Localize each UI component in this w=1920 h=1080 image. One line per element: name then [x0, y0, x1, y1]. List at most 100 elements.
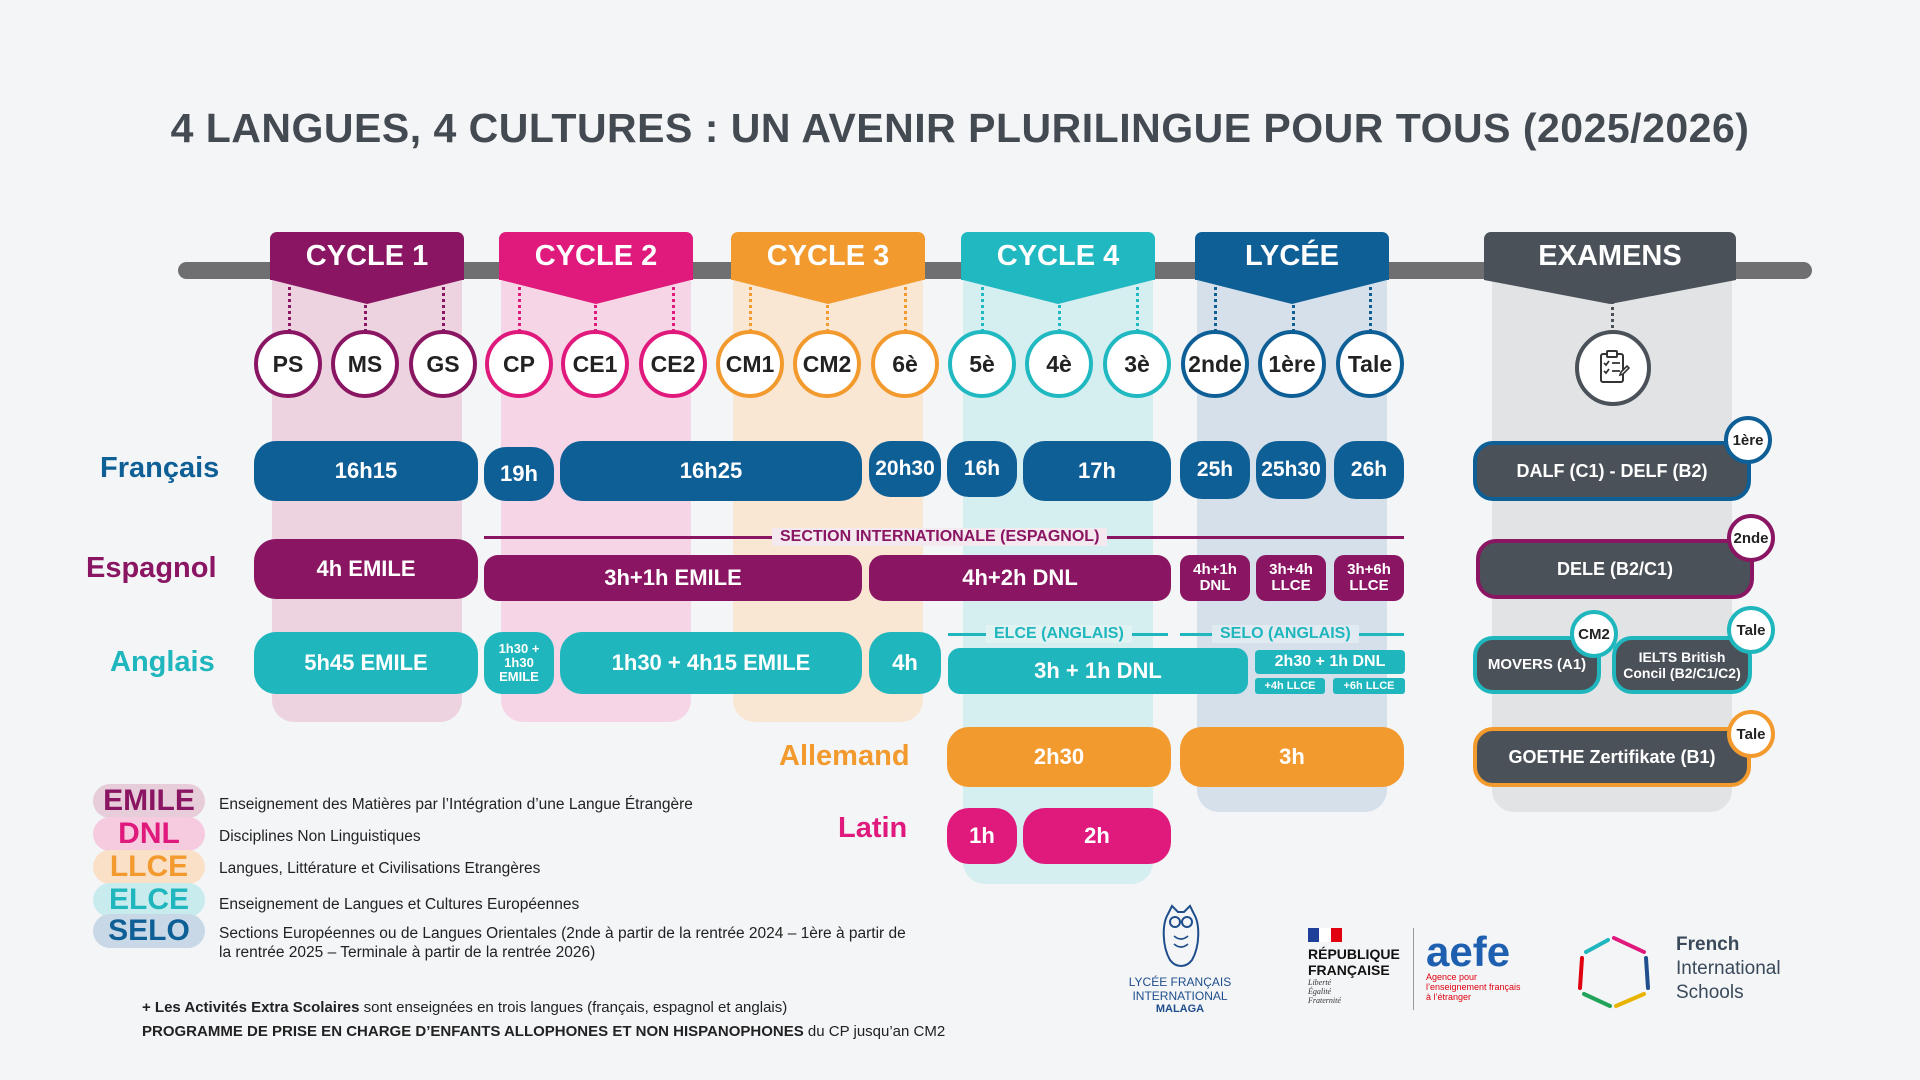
footer-line1-rest: sont enseignées en trois langues (frança…	[359, 999, 788, 1016]
exam-ielts: IELTS British Concil (B2/C1/C2)	[1612, 636, 1752, 694]
espagnol-2nde: 4h+1h DNL	[1180, 555, 1250, 601]
footer-line2: PROGRAMME DE PRISE EN CHARGE D’ENFANTS A…	[142, 1023, 945, 1040]
espagnol-2nde-type: DNL	[1199, 577, 1231, 594]
level-cm2: CM2	[793, 330, 861, 398]
cycle4-badge: CYCLE 4	[961, 232, 1155, 304]
footer-line1: + Les Activités Extra Scolaires sont ens…	[142, 999, 787, 1016]
connector	[288, 280, 291, 332]
anglais-cycle4: 3h + 1h DNL	[948, 648, 1248, 694]
espagnol-cycle2: 3h+1h EMILE	[484, 555, 862, 601]
allemand-lycee: 3h	[1180, 727, 1404, 787]
exam-tag-tale-goethe: Tale	[1727, 710, 1775, 758]
cycle2-label: CYCLE 2	[499, 232, 693, 280]
legend-key-emile: EMILE	[93, 784, 205, 818]
level-tale: Tale	[1336, 330, 1404, 398]
legend-key-dnl: DNL	[93, 817, 205, 851]
exam-dalf-delf: DALF (C1) - DELF (B2)	[1473, 441, 1751, 501]
logo-aefe: aefe Agence pour l’enseignement français…	[1426, 931, 1536, 1003]
anglais-cp-line1: 1h30 +	[498, 640, 540, 656]
legend-text-selo-line1: Sections Européennes ou de Langues Orien…	[219, 925, 906, 942]
connector	[1369, 280, 1372, 332]
footer-line2-bold: PROGRAMME DE PRISE EN CHARGE D’ENFANTS A…	[142, 1023, 804, 1040]
espagnol-6e-3e: 4h+2h DNL	[869, 555, 1171, 601]
latin-4e-3e: 2h	[1023, 808, 1171, 864]
connector	[981, 280, 984, 332]
examens-label: EXAMENS	[1484, 232, 1736, 280]
cycle3-badge: CYCLE 3	[731, 232, 925, 304]
level-5e: 5è	[948, 330, 1016, 398]
rf-line1: RÉPUBLIQUE	[1308, 946, 1400, 962]
legend-key-selo: SELO	[93, 914, 205, 948]
francais-2nde: 25h	[1180, 441, 1250, 499]
selo-label: SELO (ANGLAIS)	[1212, 625, 1359, 643]
connector	[826, 300, 829, 332]
level-4e: 4è	[1025, 330, 1093, 398]
legend-text-llce: Langues, Littérature et Civilisations Et…	[219, 860, 541, 877]
hexagon-logo-icon	[1578, 936, 1650, 1008]
cycle4-label: CYCLE 4	[961, 232, 1155, 280]
flag-icon	[1308, 928, 1342, 942]
rf-line5: Fraternité	[1308, 996, 1341, 1005]
label-latin: Latin	[838, 812, 908, 844]
level-ce2: CE2	[639, 330, 707, 398]
espagnol-cycle1: 4h EMILE	[254, 539, 478, 599]
anglais-6e: 4h	[869, 632, 941, 694]
francais-5e: 16h	[947, 441, 1017, 497]
legend-text-selo-line2: la rentrée 2025 – Terminale à partir de …	[219, 944, 596, 961]
exam-dele: DELE (B2/C1)	[1476, 539, 1754, 599]
label-francais: Français	[100, 452, 220, 484]
connector	[1214, 280, 1217, 332]
page-title: 4 LANGUES, 4 CULTURES : UN AVENIR PLURIL…	[170, 105, 1750, 151]
legend-text-emile: Enseignement des Matières par l’Intégrat…	[219, 796, 693, 813]
aefe-sub3: à l’étranger	[1426, 992, 1472, 1002]
connector	[442, 280, 445, 332]
legend-text-elce: Enseignement de Langues et Cultures Euro…	[219, 896, 580, 913]
anglais-cycle1: 5h45 EMILE	[254, 632, 478, 694]
francais-4e-3e: 17h	[1023, 441, 1171, 501]
rf-line3: Liberté	[1308, 978, 1332, 987]
anglais-cp: 1h30 + 1h30 EMILE	[484, 632, 554, 694]
level-cm1: CM1	[716, 330, 784, 398]
anglais-cp-line3: EMILE	[499, 669, 539, 685]
connector	[749, 280, 752, 332]
logo-french-international-schools: French International Schools	[1574, 932, 1794, 1012]
logo-lycee-francais-malaga: LYCÉE FRANÇAIS INTERNATIONAL MALAGA	[1120, 902, 1240, 1015]
level-1ere: 1ère	[1258, 330, 1326, 398]
francais-6e: 20h30	[869, 441, 941, 497]
exam-goethe: GOETHE Zertifikate (B1)	[1473, 727, 1751, 787]
level-2nde: 2nde	[1181, 330, 1249, 398]
exam-ielts-line2: Concil (B2/C1/C2)	[1623, 665, 1741, 681]
lfim-line2: INTERNATIONAL	[1132, 989, 1228, 1003]
examens-badge: EXAMENS	[1484, 232, 1736, 304]
clipboard-checklist-icon	[1600, 350, 1631, 383]
connector	[904, 280, 907, 332]
francais-cp: 19h	[484, 447, 554, 501]
level-ce1: CE1	[561, 330, 629, 398]
legend-key-elce: ELCE	[93, 883, 205, 917]
footer-line2-rest: du CP jusqu’an CM2	[803, 1023, 946, 1040]
espagnol-1ere-hours: 3h+4h	[1269, 560, 1313, 578]
anglais-ce1-cm2: 1h30 + 4h15 EMILE	[560, 632, 862, 694]
espagnol-2nde-hours: 4h+1h	[1193, 560, 1237, 578]
francais-1ere: 25h30	[1256, 441, 1326, 499]
legend-key-llce: LLCE	[93, 850, 205, 884]
francais-cycle1: 16h15	[254, 441, 478, 501]
lycee-badge: LYCÉE	[1195, 232, 1389, 304]
connector	[594, 300, 597, 332]
fis-line3: Schools	[1676, 982, 1744, 1003]
level-6e: 6è	[871, 330, 939, 398]
level-gs: GS	[409, 330, 477, 398]
label-espagnol: Espagnol	[86, 552, 217, 584]
anglais-llce-1ere: +4h LLCE	[1255, 678, 1325, 694]
lfim-line1: LYCÉE FRANÇAIS	[1128, 975, 1232, 989]
exam-ielts-line1: IELTS British	[1638, 648, 1726, 665]
espagnol-1ere-type: LLCE	[1271, 577, 1311, 594]
examens-circle	[1575, 330, 1651, 406]
label-allemand: Allemand	[779, 740, 910, 772]
latin-5e: 1h	[947, 808, 1017, 864]
connector	[364, 300, 367, 332]
section-internationale-label: SECTION INTERNATIONALE (ESPAGNOL)	[772, 528, 1108, 546]
anglais-llce-tale: +6h LLCE	[1333, 678, 1405, 694]
espagnol-tale: 3h+6h LLCE	[1334, 555, 1404, 601]
connector	[1292, 300, 1295, 332]
